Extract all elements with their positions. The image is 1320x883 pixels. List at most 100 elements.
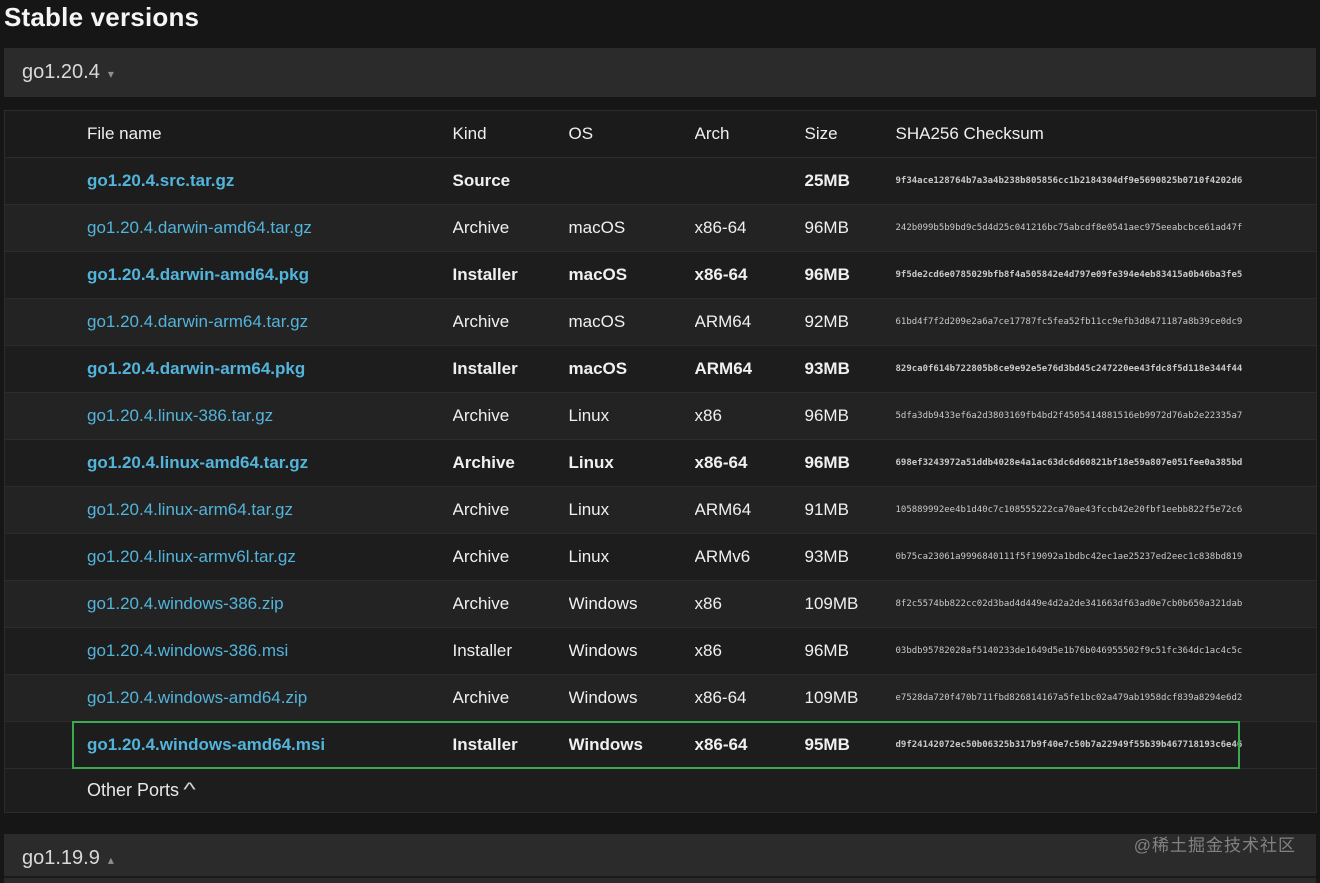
table-row: go1.20.4.darwin-amd64.tar.gz Archive macOS…: [4, 204, 1317, 252]
download-link[interactable]: go1.20.4.darwin-arm64.tar.gz: [87, 312, 309, 331]
version-label: go1.20.4: [22, 61, 100, 83]
version-section-toggle-go1-20-4[interactable]: go1.20.4 ▾: [4, 48, 1316, 97]
arch-cell: ARM64: [694, 298, 805, 346]
page-title: Stable versions: [4, 2, 200, 32]
os-cell: [568, 157, 695, 205]
table-row: go1.20.4.windows-amd64.msi Installer Windo…: [4, 721, 1317, 769]
table-row: go1.20.4.linux-armv6l.tar.gz Archive Linux…: [4, 533, 1317, 581]
arch-cell: x86-64: [694, 721, 805, 769]
size-cell: 96MB: [804, 439, 896, 487]
sha256-cell: 698ef3243972a51ddb4028e4a1ac63dc6d60821b…: [895, 439, 1317, 487]
arch-cell: [694, 157, 805, 205]
download-link[interactable]: go1.20.4.linux-arm64.tar.gz: [87, 500, 294, 519]
size-cell: 93MB: [804, 533, 896, 581]
download-link[interactable]: go1.20.4.darwin-arm64.pkg: [87, 359, 306, 378]
table-row: go1.20.4.linux-arm64.tar.gz Archive Linux A…: [4, 486, 1317, 534]
kind-cell: Archive: [452, 674, 569, 722]
sha256-cell: 105889992ee4b1d40c7c108555222ca70ae43fcc…: [895, 486, 1317, 534]
other-ports-label: Other Ports: [87, 779, 180, 800]
arch-cell: ARM64: [694, 345, 805, 393]
kind-cell: Archive: [452, 204, 569, 252]
download-link[interactable]: go1.20.4.windows-386.msi: [87, 641, 289, 660]
kind-cell: Archive: [452, 392, 569, 440]
kind-cell: Installer: [452, 251, 569, 299]
arch-cell: x86-64: [694, 204, 805, 252]
sha256-cell: 5dfa3db9433ef6a2d3803169fb4bd2f450541488…: [895, 392, 1317, 440]
kind-cell: Installer: [452, 721, 569, 769]
download-link[interactable]: go1.20.4.darwin-amd64.pkg: [87, 265, 310, 284]
sha256-cell: 9f34ace128764b7a3a4b238b805856cc1b218430…: [895, 157, 1317, 205]
table-row: go1.20.4.linux-amd64.tar.gz Archive Linux x…: [4, 439, 1317, 487]
column-header-arch: Arch: [694, 110, 805, 158]
chevron-up-icon: ^: [183, 779, 196, 801]
sha256-cell: 0b75ca23061a9996840111f5f19092a1bdbc42ec…: [895, 533, 1317, 581]
version-label: go1.19.9: [22, 847, 100, 869]
sha256-cell: 8f2c5574bb822cc02d3bad4d449e4d2a2de34166…: [895, 580, 1317, 628]
kind-cell: Source: [452, 157, 569, 205]
sha256-cell: 242b099b5b9bd9c5d4d25c041216bc75abcdf8e0…: [895, 204, 1317, 252]
sha256-cell: 9f5de2cd6e0785029bfb8f4a505842e4d797e09f…: [895, 251, 1317, 299]
column-header-file-name: File name: [4, 110, 453, 158]
os-cell: macOS: [568, 345, 695, 393]
column-header-size: Size: [804, 110, 896, 158]
table-row: go1.20.4.linux-386.tar.gz Archive Linux x86…: [4, 392, 1317, 440]
os-cell: macOS: [568, 251, 695, 299]
kind-cell: Archive: [452, 486, 569, 534]
os-cell: Windows: [568, 627, 695, 675]
kind-cell: Installer: [452, 345, 569, 393]
next-table-top-edge: [4, 876, 1316, 878]
sha256-cell: 03bdb95782028af5140233de1649d5e1b76b0469…: [895, 627, 1317, 675]
os-cell: Windows: [568, 580, 695, 628]
size-cell: 95MB: [804, 721, 896, 769]
download-link[interactable]: go1.20.4.windows-386.zip: [87, 594, 284, 613]
download-link[interactable]: go1.20.4.linux-armv6l.tar.gz: [87, 547, 296, 566]
arch-cell: ARM64: [694, 486, 805, 534]
table-row: go1.20.4.windows-386.zip Archive Windows x8…: [4, 580, 1317, 628]
download-table: File name Kind OS Arch Size SHA256 Checksum g…: [4, 110, 1317, 813]
os-cell: Windows: [568, 721, 695, 769]
arch-cell: ARMv6: [694, 533, 805, 581]
chevron-up-icon: ▴: [107, 852, 114, 867]
kind-cell: Archive: [452, 298, 569, 346]
other-ports-row: Other Ports ^: [4, 768, 1317, 813]
size-cell: 109MB: [804, 580, 896, 628]
arch-cell: x86-64: [694, 439, 805, 487]
column-header-sha256-checksum: SHA256 Checksum: [895, 110, 1317, 158]
os-cell: macOS: [568, 298, 695, 346]
column-header-kind: Kind: [452, 110, 569, 158]
download-link[interactable]: go1.20.4.src.tar.gz: [87, 171, 235, 190]
size-cell: 109MB: [804, 674, 896, 722]
size-cell: 25MB: [804, 157, 896, 205]
kind-cell: Archive: [452, 439, 569, 487]
os-cell: Windows: [568, 674, 695, 722]
download-link[interactable]: go1.20.4.windows-amd64.zip: [87, 688, 308, 707]
table-header-row: File name Kind OS Arch Size SHA256 Checksum: [4, 110, 1317, 158]
size-cell: 91MB: [804, 486, 896, 534]
table-row: go1.20.4.darwin-arm64.tar.gz Archive macOS…: [4, 298, 1317, 346]
kind-cell: Archive: [452, 580, 569, 628]
table-row: go1.20.4.windows-amd64.zip Archive Windows…: [4, 674, 1317, 722]
download-link[interactable]: go1.20.4.windows-amd64.msi: [87, 735, 326, 754]
arch-cell: x86-64: [694, 674, 805, 722]
arch-cell: x86-64: [694, 251, 805, 299]
arch-cell: x86: [694, 580, 805, 628]
watermark: @稀土掘金技术社区: [1133, 836, 1296, 855]
column-header-os: OS: [568, 110, 695, 158]
os-cell: Linux: [568, 392, 695, 440]
other-ports-link[interactable]: Other Ports ^: [87, 779, 196, 801]
size-cell: 96MB: [804, 627, 896, 675]
download-link[interactable]: go1.20.4.darwin-amd64.tar.gz: [87, 218, 312, 237]
table-row: go1.20.4.src.tar.gz Source 25MB 9f34ace1287…: [4, 157, 1317, 205]
os-cell: Linux: [568, 439, 695, 487]
download-link[interactable]: go1.20.4.linux-386.tar.gz: [87, 406, 274, 425]
download-link[interactable]: go1.20.4.linux-amd64.tar.gz: [87, 453, 309, 472]
version-section-toggle-go1-19-9[interactable]: go1.19.9 ▴: [4, 834, 1316, 883]
size-cell: 96MB: [804, 251, 896, 299]
sha256-cell: e7528da720f470b711fbd826814167a5fe1bc02a…: [895, 674, 1317, 722]
os-cell: macOS: [568, 204, 695, 252]
table-row: go1.20.4.darwin-arm64.pkg Installer macOS A…: [4, 345, 1317, 393]
size-cell: 96MB: [804, 204, 896, 252]
arch-cell: x86: [694, 627, 805, 675]
table-row: go1.20.4.windows-386.msi Installer Windows…: [4, 627, 1317, 675]
size-cell: 96MB: [804, 392, 896, 440]
